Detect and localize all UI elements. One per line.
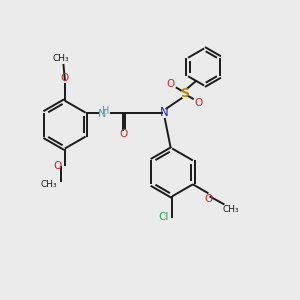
Text: O: O xyxy=(120,130,128,140)
Text: O: O xyxy=(195,98,203,108)
Text: Cl: Cl xyxy=(159,212,169,222)
Text: N: N xyxy=(98,110,106,119)
Text: O: O xyxy=(60,73,68,83)
Text: CH₃: CH₃ xyxy=(40,180,57,189)
Text: CH₃: CH₃ xyxy=(52,53,69,62)
Text: CH₃: CH₃ xyxy=(223,205,239,214)
Text: S: S xyxy=(180,87,189,100)
Text: N: N xyxy=(159,106,168,119)
Text: O: O xyxy=(205,194,213,204)
Text: H: H xyxy=(102,106,110,116)
Text: O: O xyxy=(53,161,62,171)
Text: O: O xyxy=(167,79,175,89)
